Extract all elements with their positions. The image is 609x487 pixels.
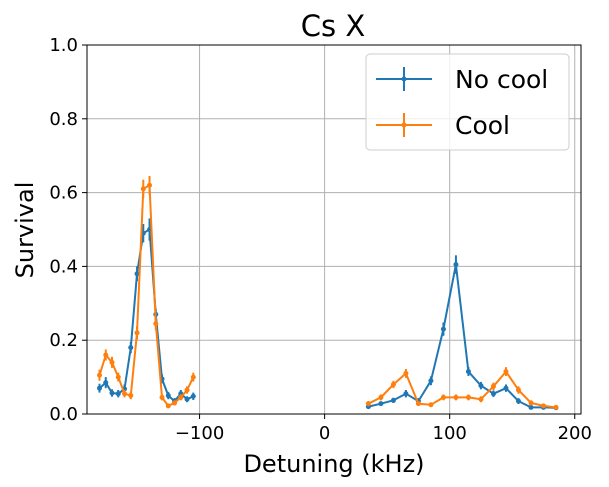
series-line xyxy=(98,184,195,407)
data-point xyxy=(553,404,559,410)
data-point xyxy=(528,400,534,406)
data-point xyxy=(503,385,509,391)
data-point xyxy=(378,401,384,407)
data-point xyxy=(440,394,446,400)
y-tick-label: 0.6 xyxy=(49,183,78,204)
data-point xyxy=(453,262,459,268)
data-point xyxy=(528,404,534,410)
data-point xyxy=(122,391,128,397)
data-point xyxy=(134,330,140,336)
data-point xyxy=(390,397,396,403)
series-line xyxy=(367,370,557,409)
data-point xyxy=(515,387,521,393)
legend-swatch-marker xyxy=(401,76,407,82)
data-point xyxy=(147,182,153,188)
series-layer xyxy=(97,175,559,411)
legend-entries: No cool Cool xyxy=(376,65,548,140)
data-point xyxy=(128,393,134,399)
data-point xyxy=(428,378,434,384)
data-point xyxy=(365,401,371,407)
y-tick-label: 0.8 xyxy=(49,109,78,130)
data-point xyxy=(184,387,190,393)
data-point xyxy=(109,359,115,365)
y-tick-label: 0.4 xyxy=(49,256,78,277)
x-axis-ticks: −100 0 100 200 xyxy=(175,414,592,444)
data-point xyxy=(109,390,115,396)
data-point xyxy=(490,391,496,397)
data-point xyxy=(134,271,140,277)
data-point xyxy=(153,321,159,327)
data-point xyxy=(190,393,196,399)
data-point xyxy=(115,374,121,380)
data-point xyxy=(172,400,178,406)
data-point xyxy=(103,352,109,358)
data-point xyxy=(478,383,484,389)
data-point xyxy=(453,394,459,400)
y-tick-label: 1.0 xyxy=(49,35,78,56)
data-point xyxy=(440,326,446,332)
data-point xyxy=(97,385,103,391)
legend-swatch-marker xyxy=(401,122,407,128)
data-point xyxy=(465,369,471,375)
data-point xyxy=(190,374,196,380)
data-point xyxy=(184,396,190,402)
legend: No cool Cool xyxy=(365,53,570,151)
data-point xyxy=(478,396,484,402)
data-point xyxy=(378,394,384,400)
x-tick-label: −100 xyxy=(175,423,224,444)
data-point xyxy=(97,372,103,378)
data-point xyxy=(503,369,509,375)
data-point xyxy=(128,345,134,351)
series-line xyxy=(98,228,194,403)
x-tick-label: 200 xyxy=(558,423,592,444)
data-point xyxy=(490,383,496,389)
y-tick-label: 0.0 xyxy=(49,404,78,425)
series-line xyxy=(368,263,557,409)
y-axis-ticks: 0.0 0.2 0.4 0.6 0.8 1.0 xyxy=(49,35,87,425)
x-tick-label: 0 xyxy=(319,423,330,444)
chart-title: Cs X xyxy=(301,9,365,43)
data-point xyxy=(140,186,146,192)
x-tick-label: 100 xyxy=(433,423,467,444)
data-point xyxy=(403,391,409,397)
data-point xyxy=(415,401,421,407)
data-point xyxy=(103,380,109,386)
data-point xyxy=(515,398,521,404)
legend-label: Cool xyxy=(455,111,510,140)
data-point xyxy=(540,403,546,409)
x-axis-label: Detuning (kHz) xyxy=(243,450,424,478)
data-point xyxy=(159,394,165,400)
data-point xyxy=(165,393,171,399)
data-point xyxy=(465,394,471,400)
plot-frame xyxy=(86,44,582,415)
series-cool xyxy=(97,175,559,410)
y-tick-label: 0.2 xyxy=(49,330,78,351)
data-point xyxy=(178,394,184,400)
legend-label: No cool xyxy=(455,65,548,94)
data-point xyxy=(428,402,434,408)
data-point xyxy=(165,403,171,409)
y-axis-label: Survival xyxy=(11,182,39,279)
data-point xyxy=(403,370,409,376)
data-point xyxy=(390,381,396,387)
data-point xyxy=(115,391,121,397)
